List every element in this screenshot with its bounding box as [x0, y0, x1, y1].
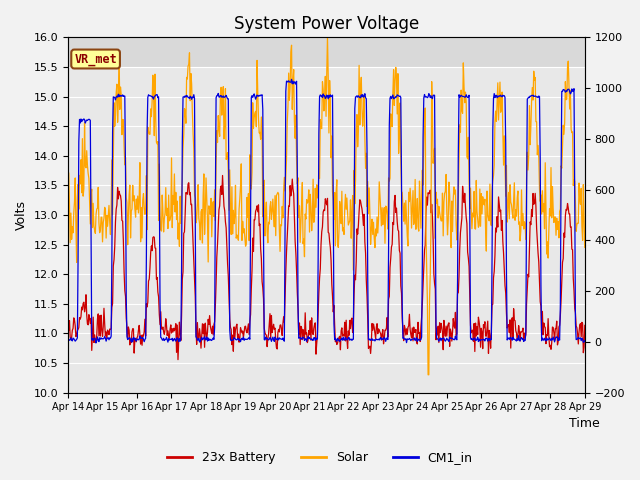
- Title: System Power Voltage: System Power Voltage: [234, 15, 419, 33]
- Text: VR_met: VR_met: [74, 52, 117, 65]
- Y-axis label: Volts: Volts: [15, 200, 28, 230]
- X-axis label: Time: Time: [570, 418, 600, 431]
- Legend: 23x Battery, Solar, CM1_in: 23x Battery, Solar, CM1_in: [163, 446, 477, 469]
- Bar: [68, 25, 585, 67]
